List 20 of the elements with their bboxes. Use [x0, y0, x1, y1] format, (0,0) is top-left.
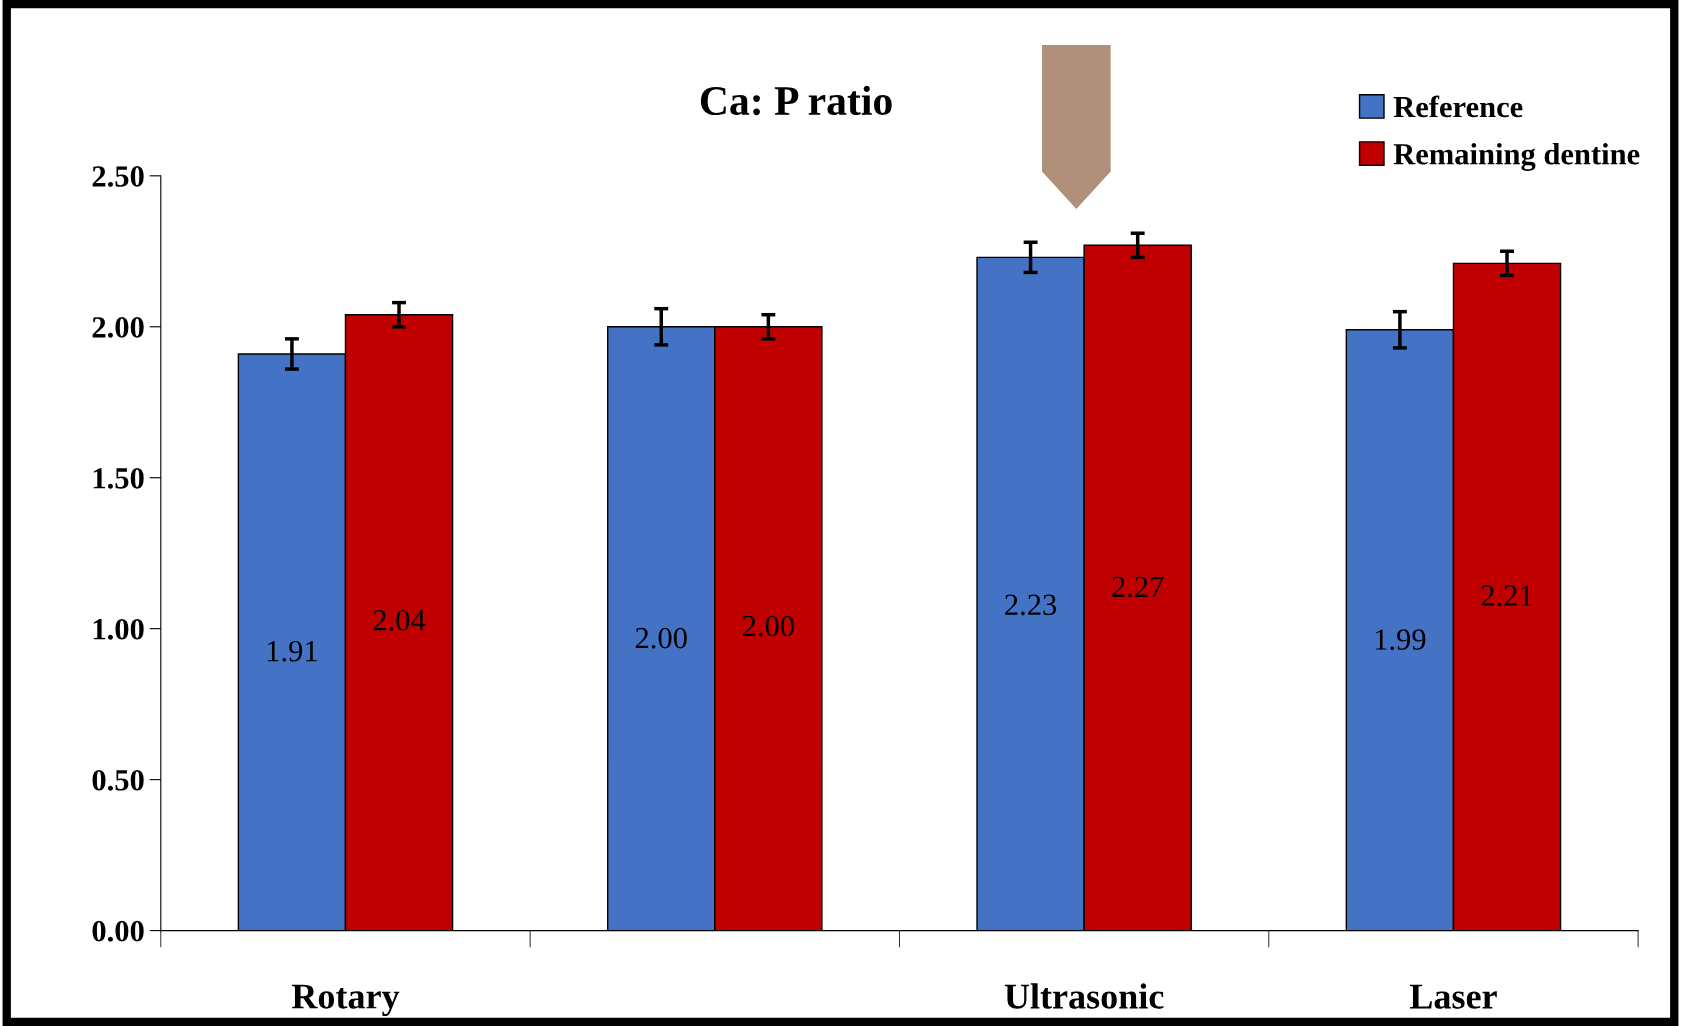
- data-label: 2.00: [742, 615, 794, 637]
- x-tick-label: Laser: [1409, 984, 1497, 1009]
- x-tick-label: Ultrasonic: [1004, 983, 1164, 1009]
- x-tick-label: Rotary: [291, 984, 400, 1017]
- y-tick-label: 2.50: [92, 166, 144, 187]
- data-label: 2.23: [1005, 594, 1057, 616]
- data-label: 2.04: [373, 609, 426, 631]
- y-tick-label: 1.50: [93, 468, 144, 489]
- legend-label: Remaining dentine: [1393, 143, 1640, 171]
- legend-label: Reference: [1393, 95, 1523, 118]
- data-label: 2.21: [1481, 585, 1532, 607]
- data-label: 1.99: [1375, 629, 1426, 650]
- data-label: 2.00: [635, 627, 687, 649]
- data-label: 1.91: [267, 640, 317, 662]
- y-tick-label: 2.00: [92, 317, 144, 338]
- y-tick-label: 0.00: [92, 920, 144, 942]
- y-tick-label: 1.00: [93, 618, 144, 640]
- data-label: 2.27: [1112, 576, 1164, 598]
- chart-title: Ca: P ratio: [700, 85, 892, 116]
- y-tick-label: 0.50: [92, 769, 144, 791]
